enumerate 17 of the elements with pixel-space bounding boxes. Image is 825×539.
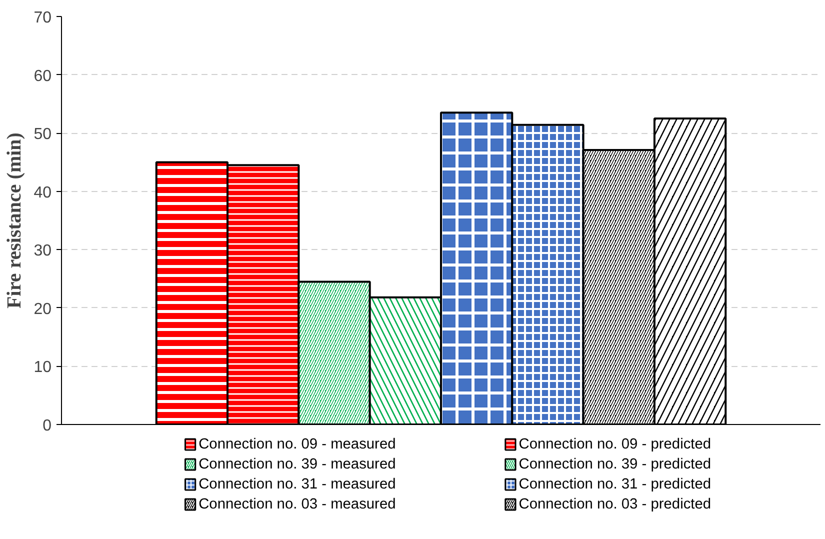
- y-tick-label: 40: [34, 184, 52, 202]
- y-tick-label: 0: [42, 418, 52, 434]
- y-tick-label: 50: [34, 126, 52, 144]
- y-tick-label: 60: [34, 68, 52, 85]
- y-tick-label: 20: [34, 300, 52, 318]
- legend-label: Connection no. 03 - measured: [198, 496, 396, 512]
- legend-label: Connection no. 31 - measured: [198, 476, 396, 492]
- legend-label: Connection no. 09 - measured: [198, 436, 396, 452]
- legend-label: Connection no. 03 - predicted: [518, 496, 712, 512]
- y-axis-title: Fire resistance (min): [4, 132, 26, 308]
- y-tick-label: 10: [34, 359, 52, 376]
- legend-label: Connection no. 39 - predicted: [518, 456, 712, 472]
- y-tick-label: 70: [34, 10, 52, 26]
- y-tick-label: 30: [34, 242, 52, 260]
- legend-label: Connection no. 39 - measured: [198, 456, 396, 472]
- legend-label: Connection no. 31 - predicted: [518, 476, 712, 492]
- legend-label: Connection no. 09 - predicted: [518, 436, 712, 452]
